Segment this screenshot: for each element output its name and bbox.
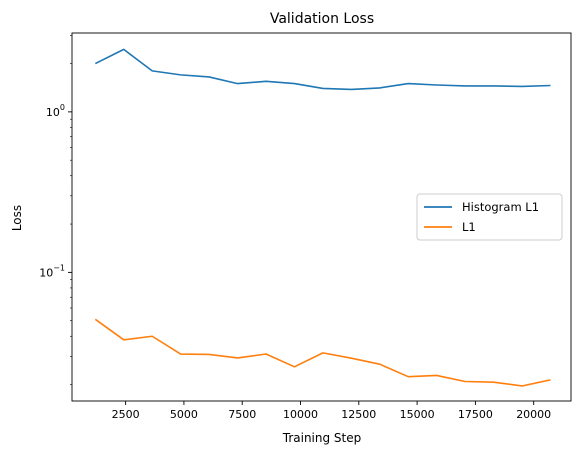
y-tick-label: 10−1 (39, 263, 65, 279)
x-tick-label: 17500 (458, 408, 493, 421)
x-tick-label: 2500 (112, 408, 140, 421)
axis-ticks: 2500 5000 7500 10000 12500 15000 17500 20000 10−… (39, 34, 551, 421)
data-lines (94, 48, 551, 387)
series-line-1 (94, 48, 551, 91)
x-tick-label: 5000 (170, 408, 198, 421)
x-tick-label: 10000 (283, 408, 318, 421)
x-tick-label: 12500 (341, 408, 376, 421)
legend-entry-label: Histogram L1 (462, 200, 539, 214)
legend-box (416, 193, 563, 241)
plot-frame (71, 32, 572, 402)
x-tick-label: 7500 (228, 408, 256, 421)
x-tick-label: 20000 (516, 408, 551, 421)
chart-title: Validation Loss (270, 11, 374, 27)
x-axis-label: Training Step (282, 431, 362, 445)
legend-entry-label: L1 (462, 220, 476, 234)
y-tick-label: 100 (46, 103, 65, 119)
y-axis-label: Loss (10, 205, 24, 231)
x-tick-label: 15000 (400, 408, 435, 421)
plot-area (71, 32, 572, 402)
legend: Histogram L1 L1 (416, 193, 563, 241)
series-line-2 (94, 318, 551, 387)
